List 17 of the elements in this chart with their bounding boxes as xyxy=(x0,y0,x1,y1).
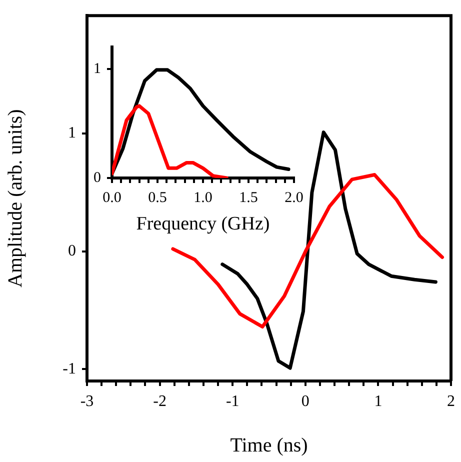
y-tick-label: 0 xyxy=(68,242,76,260)
y-tick-label: -1 xyxy=(62,360,76,378)
y-tick-label: 1 xyxy=(68,124,76,142)
x-tick-label: 2 xyxy=(447,392,455,410)
x-tick-label: 0.5 xyxy=(148,190,167,206)
x-tick-label: -2 xyxy=(153,392,166,410)
x-tick-label: 2.0 xyxy=(284,190,304,206)
x-tick-label: -1 xyxy=(226,392,240,410)
x-axis-title: Frequency (GHz) xyxy=(136,214,270,235)
x-tick-label: 1.5 xyxy=(239,190,258,206)
y-axis-title: Amplitude (arb. units) xyxy=(4,109,26,288)
x-tick-label: 1 xyxy=(374,392,382,410)
x-tick-label: 0.0 xyxy=(102,190,122,206)
x-tick-label: -3 xyxy=(80,392,94,410)
x-axis-title: Time (ns) xyxy=(230,434,308,456)
x-tick-label: 1.0 xyxy=(194,190,212,206)
x-tick-label: 0 xyxy=(301,392,310,410)
